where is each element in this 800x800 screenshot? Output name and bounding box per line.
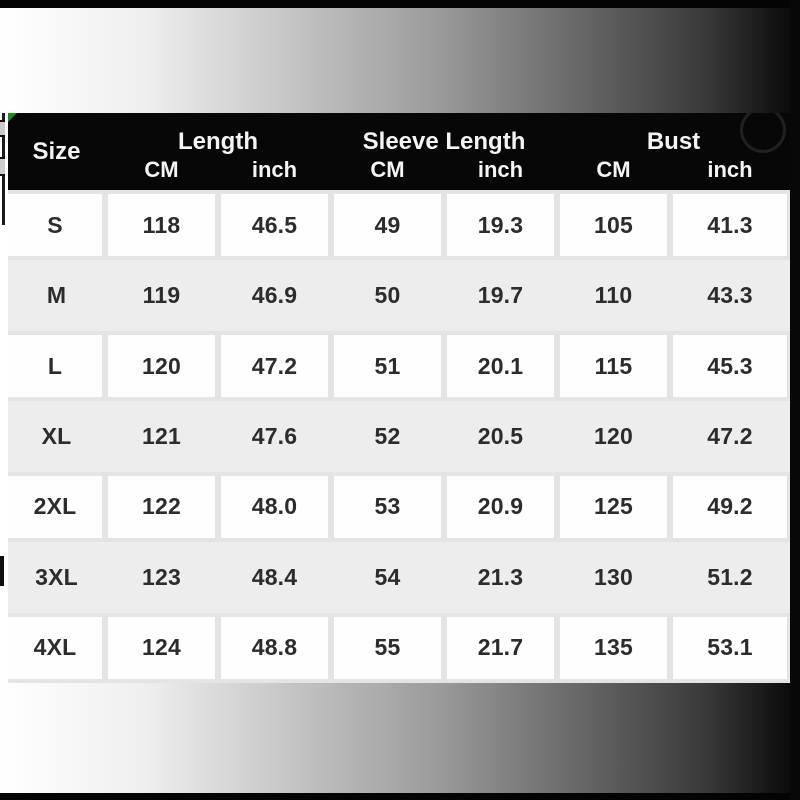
value-cell: 48.0 <box>221 475 328 539</box>
value-cell: 120 <box>108 334 215 398</box>
green-corner-triangle-icon <box>8 113 17 122</box>
header-sub-bust-inch: inch <box>707 157 753 182</box>
value-cell: 135 <box>560 616 667 679</box>
faint-circle-icon <box>740 113 786 153</box>
header-sub-sleeve-cm: CM <box>370 157 405 182</box>
table-row: S 118 46.5 49 19.3 105 41.3 <box>8 190 790 260</box>
value-cell: 19.7 <box>477 282 524 309</box>
header-sub-length-cm: CM <box>144 157 179 182</box>
top-gradient-band <box>0 8 800 113</box>
value-cell: 51.2 <box>707 563 753 590</box>
value-cell: 52 <box>374 422 401 449</box>
value-cell: 118 <box>108 194 215 257</box>
size-cell: L <box>8 334 102 398</box>
value-cell: 43.3 <box>707 282 753 309</box>
value-cell: 20.9 <box>447 475 554 539</box>
value-cell: 120 <box>594 422 633 449</box>
size-cell: XL <box>41 422 72 449</box>
size-cell: M <box>46 282 67 309</box>
bottom-gradient-band <box>0 683 800 793</box>
value-cell: 41.3 <box>673 194 787 257</box>
table-body: S 118 46.5 49 19.3 105 41.3 M 119 46.9 5… <box>8 190 790 683</box>
value-cell: 54 <box>374 563 401 590</box>
table-row: L 120 47.2 51 20.1 115 45.3 <box>8 331 790 401</box>
value-cell: 49 <box>334 194 441 257</box>
size-cell: S <box>8 194 102 257</box>
value-cell: 123 <box>142 563 181 590</box>
size-cell: 3XL <box>35 563 78 590</box>
header-size: Size <box>32 137 81 165</box>
size-chart-table: Size Length Sleeve Length Bust CM inch C… <box>8 113 790 683</box>
value-cell: 47.6 <box>251 422 298 449</box>
size-cell: 4XL <box>8 616 102 679</box>
table-row: 4XL 124 48.8 55 21.7 135 53.1 <box>8 613 790 683</box>
value-cell: 110 <box>594 282 633 309</box>
right-border-strip <box>790 0 800 800</box>
header-sub-bust-cm: CM <box>596 157 631 182</box>
value-cell: 124 <box>108 616 215 679</box>
header-group-sleeve-length: Sleeve Length <box>362 128 526 155</box>
value-cell: 53 <box>334 475 441 539</box>
value-cell: 21.3 <box>477 563 524 590</box>
value-cell: 105 <box>560 194 667 257</box>
value-cell: 19.3 <box>447 194 554 257</box>
value-cell: 51 <box>334 334 441 398</box>
value-cell: 119 <box>142 282 181 309</box>
value-cell: 49.2 <box>673 475 787 539</box>
value-cell: 48.4 <box>251 563 298 590</box>
value-cell: 48.8 <box>221 616 328 679</box>
value-cell: 50 <box>374 282 401 309</box>
header-sub-length-inch: inch <box>251 157 298 182</box>
table-row: 2XL 122 48.0 53 20.9 125 49.2 <box>8 472 790 542</box>
header-sub-sleeve-inch: inch <box>477 157 524 182</box>
table-row: 3XL 123 48.4 54 21.3 130 51.2 <box>8 542 790 613</box>
value-cell: 47.2 <box>221 334 328 398</box>
value-cell: 121 <box>142 422 181 449</box>
value-cell: 122 <box>108 475 215 539</box>
value-cell: 20.5 <box>477 422 524 449</box>
value-cell: 53.1 <box>673 616 787 679</box>
table-header: Size Length Sleeve Length Bust CM inch C… <box>8 113 790 190</box>
header-group-length: Length <box>178 128 258 155</box>
value-cell: 46.9 <box>251 282 298 309</box>
header-group-bust: Bust <box>646 128 701 155</box>
left-edge-chip-artifact <box>0 120 5 137</box>
value-cell: 115 <box>560 334 667 398</box>
value-cell: 55 <box>334 616 441 679</box>
value-cell: 125 <box>560 475 667 539</box>
value-cell: 45.3 <box>673 334 787 398</box>
value-cell: 46.5 <box>221 194 328 257</box>
left-edge-chip-artifact <box>0 157 5 176</box>
size-cell: 2XL <box>8 475 102 539</box>
top-border-bar <box>0 0 800 8</box>
value-cell: 21.7 <box>447 616 554 679</box>
value-cell: 47.2 <box>707 422 753 449</box>
left-edge-dash-artifact <box>0 556 4 586</box>
value-cell: 130 <box>594 563 633 590</box>
table-row: M 119 46.9 50 19.7 110 43.3 <box>8 260 790 331</box>
table-row: XL 121 47.6 52 20.5 120 47.2 <box>8 401 790 472</box>
value-cell: 20.1 <box>447 334 554 398</box>
bottom-border-bar <box>0 793 800 800</box>
